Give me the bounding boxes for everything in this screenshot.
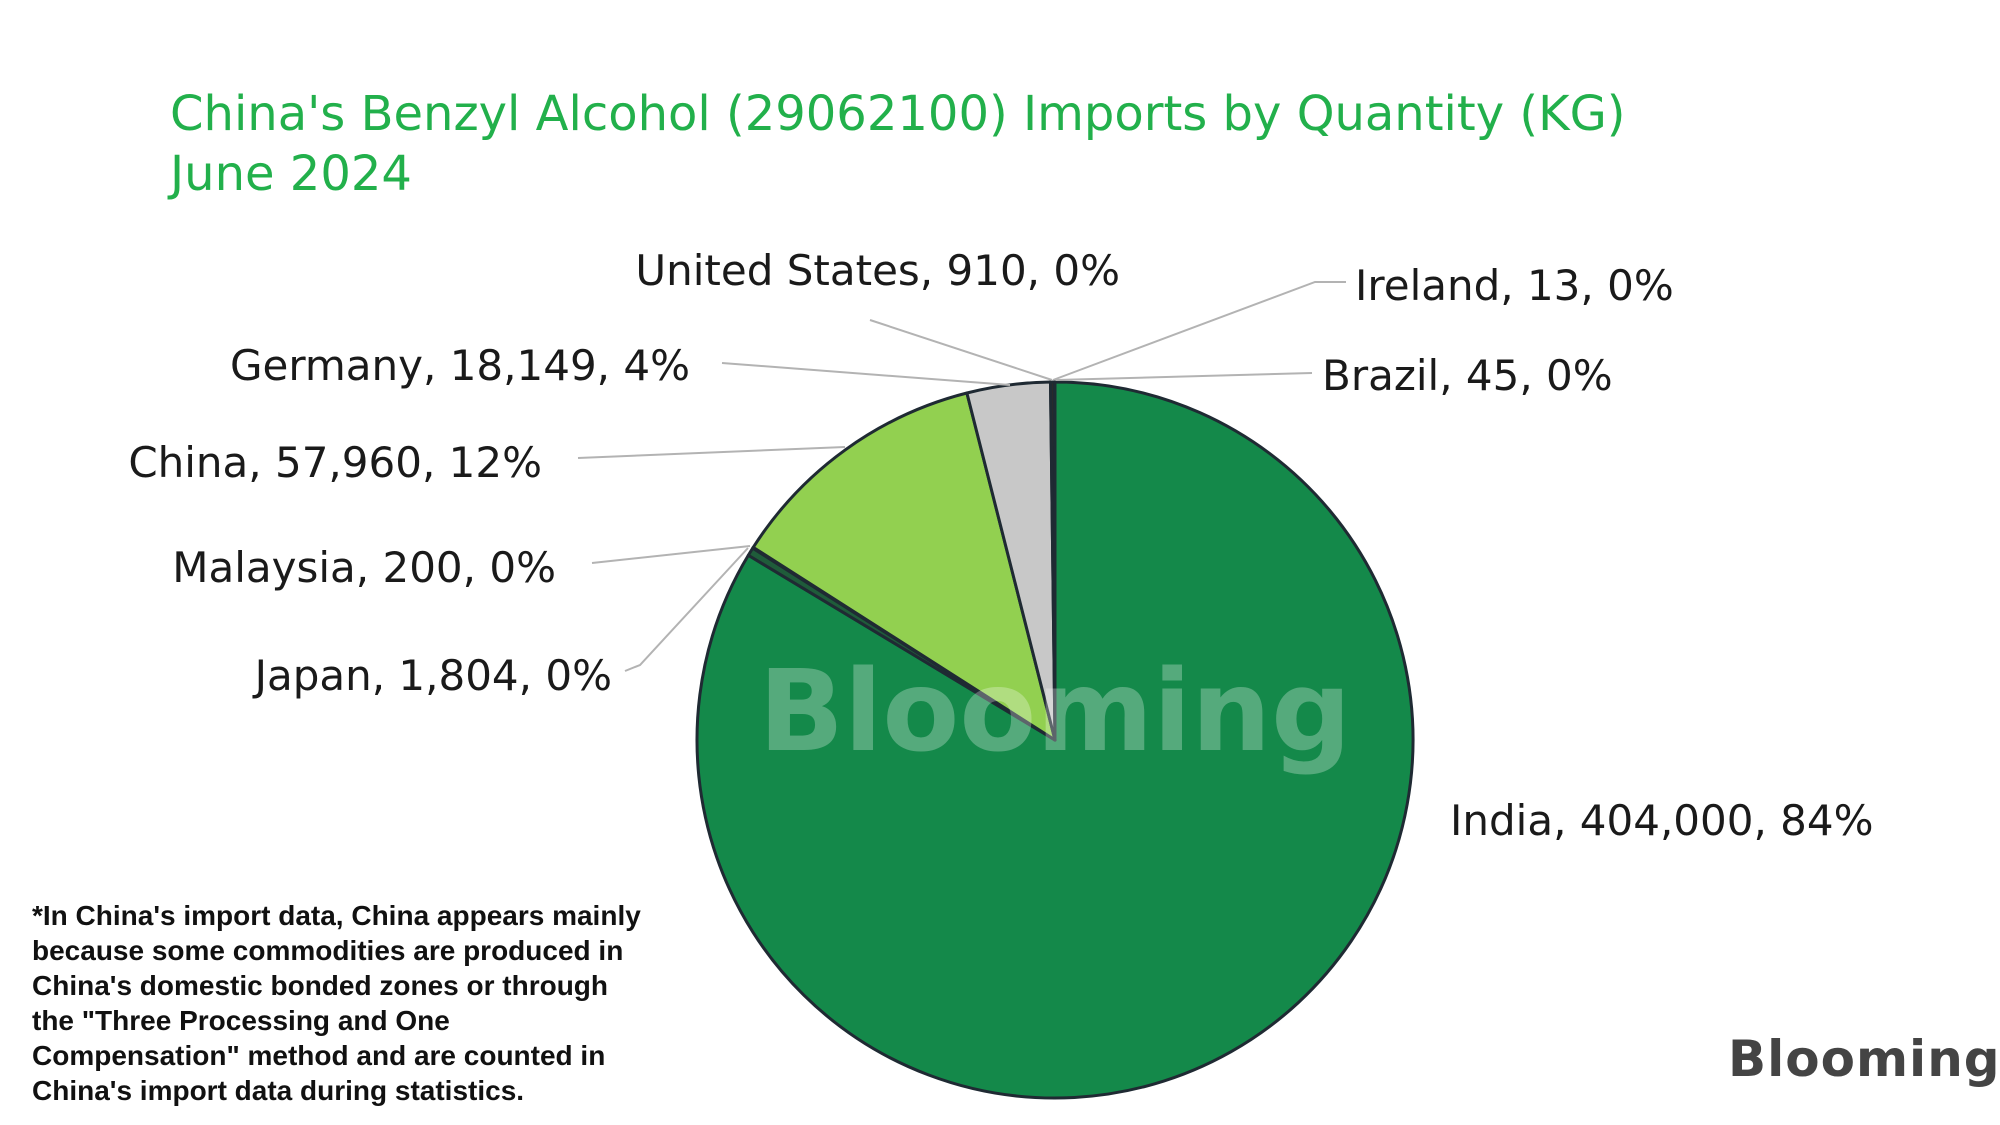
leader-line-china [577,446,846,459]
leader-line-brazil [1055,372,1313,381]
slice-labels: India, 404,000, 84% Japan, 1,804, 0% Malay… [128,246,1873,845]
chart-title-line-2: June 2024 [167,146,412,202]
slice-label-china: China, 57,960, 12% [128,438,542,487]
chart-title-line-1: China's Benzyl Alcohol (29062100) Import… [170,86,1626,142]
footnote-line: Compensation" method and are counted in [32,1040,606,1071]
slice-label-india: India, 404,000, 84% [1450,796,1874,845]
leader-lines [577,281,1346,672]
slice-label-brazil: Brazil, 45, 0% [1322,351,1613,400]
pie-slice-china [751,391,1057,742]
leader-line-japan [624,547,749,672]
pie-slices [695,380,1415,1100]
leader-line-united-states [869,319,1053,381]
footnote-line: the "Three Processing and One [32,1005,450,1036]
footnote-line: China's domestic bonded zones or through [32,970,609,1001]
footnote: *In China's import data, China appears m… [32,898,672,1108]
slice-label-malaysia: Malaysia, 200, 0% [172,543,556,592]
slice-label-germany: Germany, 18,149, 4% [230,341,690,390]
leader-line-ireland [1052,281,1346,381]
slice-label-united-states: United States, 910, 0% [635,246,1120,295]
footnote-line: because some commodities are produced in [32,935,624,966]
footnote-line: *In China's import data, China appears m… [32,900,641,931]
leader-line-malaysia [591,545,751,564]
footnote-line: China's import data during statistics. [32,1075,525,1106]
watermark: Blooming [759,647,1352,777]
brand-logo: Blooming [1728,1030,2000,1088]
leader-line-germany [721,362,1011,386]
slice-label-ireland: Ireland, 13, 0% [1355,261,1674,310]
slice-label-japan: Japan, 1,804, 0% [252,651,612,700]
